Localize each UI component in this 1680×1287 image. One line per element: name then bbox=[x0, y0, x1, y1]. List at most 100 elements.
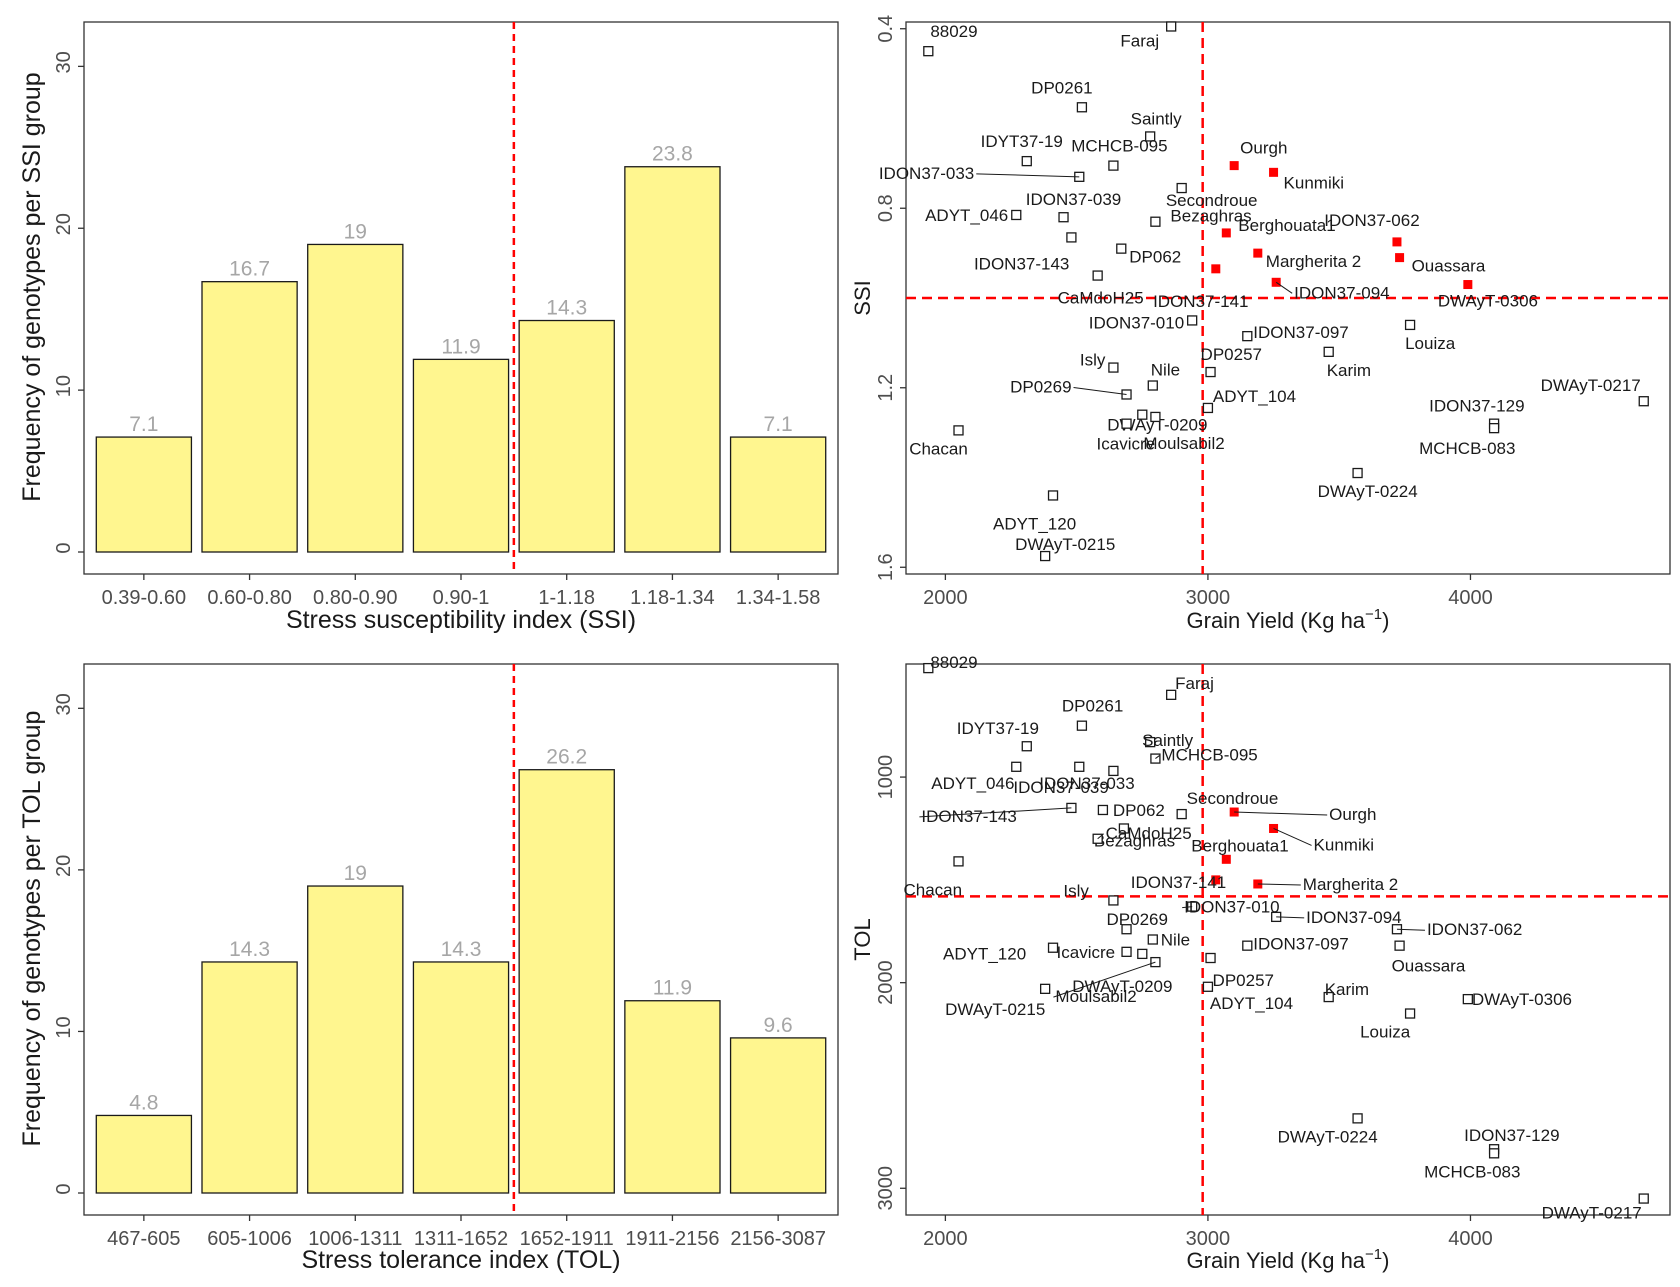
data-point bbox=[1176, 182, 1187, 194]
data-point bbox=[1638, 396, 1649, 407]
data-point-highlight bbox=[1253, 248, 1263, 258]
bar-value-label: 19 bbox=[344, 862, 367, 885]
data-point bbox=[1021, 155, 1032, 167]
point-label: Icavicre bbox=[1057, 943, 1116, 962]
point-label: Moulsabil2 bbox=[1143, 434, 1224, 453]
bar-value-label: 9.6 bbox=[764, 1014, 793, 1037]
point-label: IDON37-129 bbox=[1429, 397, 1524, 416]
x-tick-label: 0.60-0.80 bbox=[207, 587, 292, 609]
point-label: DWAyT-0215 bbox=[1015, 535, 1115, 554]
point-label: Berghouata1 bbox=[1238, 216, 1335, 235]
bar bbox=[412, 358, 510, 553]
point-label: IDON37-010 bbox=[1184, 898, 1279, 917]
y-tick-label: 0.4 bbox=[875, 15, 897, 43]
point-label: MCHCB-083 bbox=[1424, 1162, 1520, 1181]
y-tick-label: 1000 bbox=[875, 755, 897, 800]
point-label: Secondroue bbox=[1166, 191, 1258, 210]
data-point bbox=[1092, 270, 1103, 281]
y-tick-label: 1.6 bbox=[875, 553, 897, 581]
point-label: CaMdoH25 bbox=[1058, 289, 1144, 308]
y-axis-title: TOL bbox=[850, 918, 875, 960]
label-leader bbox=[1275, 281, 1293, 294]
point-label: IDON37-039 bbox=[1026, 190, 1121, 209]
data-point bbox=[1121, 418, 1132, 429]
point-label: Saintly bbox=[1131, 109, 1183, 128]
data-point bbox=[1121, 946, 1132, 957]
bar-value-label: 26.2 bbox=[546, 746, 587, 769]
data-point-highlight bbox=[1395, 253, 1405, 263]
point-label: DP0261 bbox=[1062, 697, 1123, 716]
point-label: 88029 bbox=[930, 22, 977, 41]
data-point bbox=[1074, 761, 1085, 772]
data-point bbox=[1116, 243, 1127, 254]
x-tick-label: 1006-1311 bbox=[308, 1228, 402, 1250]
point-label: IDON37-143 bbox=[921, 807, 1016, 826]
data-point bbox=[1039, 983, 1051, 994]
label-leader bbox=[1053, 961, 1156, 998]
point-label: ADYT_120 bbox=[943, 945, 1026, 964]
x-axis-title-sup: −1 bbox=[1365, 1246, 1382, 1263]
data-point bbox=[1202, 402, 1214, 414]
point-label: ADYT_104 bbox=[1210, 994, 1293, 1013]
x-tick-label: 4000 bbox=[1448, 1228, 1493, 1250]
point-label: Ourgh bbox=[1240, 139, 1287, 158]
y-tick-label: 0 bbox=[53, 542, 75, 553]
data-point bbox=[1147, 934, 1158, 945]
data-point bbox=[1108, 160, 1119, 171]
point-label: IDON37-143 bbox=[974, 254, 1069, 273]
label-leader bbox=[976, 173, 1080, 178]
y-tick-label: 20 bbox=[53, 855, 75, 877]
label-leader bbox=[1097, 833, 1104, 840]
point-label: MCHCB-083 bbox=[1419, 439, 1515, 458]
data-point-highlight bbox=[1392, 237, 1402, 247]
data-point bbox=[1488, 1148, 1500, 1159]
y-tick-label: 30 bbox=[53, 51, 75, 73]
x-axis-title: Stress tolerance index (TOL) bbox=[301, 1246, 620, 1274]
label-leader bbox=[1273, 828, 1312, 846]
bar-value-label: 16.7 bbox=[229, 258, 270, 281]
point-label: ADYT_104 bbox=[1213, 387, 1296, 406]
bar-value-label: 19 bbox=[344, 220, 367, 243]
data-point bbox=[953, 425, 964, 436]
y-tick-label: 20 bbox=[53, 213, 75, 235]
data-point bbox=[1352, 467, 1363, 479]
data-point bbox=[1137, 948, 1148, 960]
point-label: ADYT_046 bbox=[925, 206, 1008, 225]
x-axis-title-end: ) bbox=[1382, 1248, 1389, 1273]
data-point bbox=[1323, 991, 1334, 1003]
point-label: Secondroue bbox=[1187, 789, 1279, 808]
point-label: DP062 bbox=[1113, 801, 1165, 820]
data-point bbox=[1137, 409, 1148, 420]
data-point bbox=[1150, 411, 1161, 423]
point-label: DWAyT-0217 bbox=[1541, 376, 1641, 395]
data-point bbox=[1147, 380, 1158, 391]
data-point-highlight bbox=[1463, 280, 1473, 290]
data-point-highlight bbox=[1229, 161, 1239, 171]
point-label: Nile bbox=[1161, 931, 1190, 950]
data-point-highlight bbox=[1269, 167, 1279, 177]
point-label: 88029 bbox=[930, 653, 977, 672]
plot-border bbox=[905, 21, 1671, 575]
data-point bbox=[1047, 942, 1059, 953]
point-label: Margherita 2 bbox=[1303, 875, 1398, 894]
data-point bbox=[1066, 232, 1077, 243]
point-label: DWAyT-0306 bbox=[1472, 990, 1572, 1009]
point-label: Nile bbox=[1151, 361, 1180, 380]
data-point bbox=[1205, 366, 1216, 378]
bar bbox=[412, 961, 510, 1194]
data-point bbox=[1118, 823, 1130, 834]
bar-value-label: 7.1 bbox=[129, 413, 158, 436]
point-label: DWAyT-0224 bbox=[1318, 482, 1418, 501]
point-label: IDYT37-19 bbox=[981, 132, 1063, 151]
point-label: IDON37-062 bbox=[1427, 920, 1522, 939]
data-point bbox=[1011, 761, 1022, 772]
point-label: IDON37-033 bbox=[879, 164, 974, 183]
y-tick-label: 3000 bbox=[875, 1166, 897, 1211]
point-label: CaMdoH25 bbox=[1106, 824, 1192, 843]
data-point bbox=[1150, 216, 1161, 227]
data-point bbox=[1462, 993, 1473, 1005]
data-point bbox=[1021, 741, 1032, 752]
bar bbox=[624, 166, 721, 553]
x-tick-label: 605-1006 bbox=[207, 1228, 292, 1250]
point-label: DWAyT-0215 bbox=[945, 1000, 1045, 1019]
